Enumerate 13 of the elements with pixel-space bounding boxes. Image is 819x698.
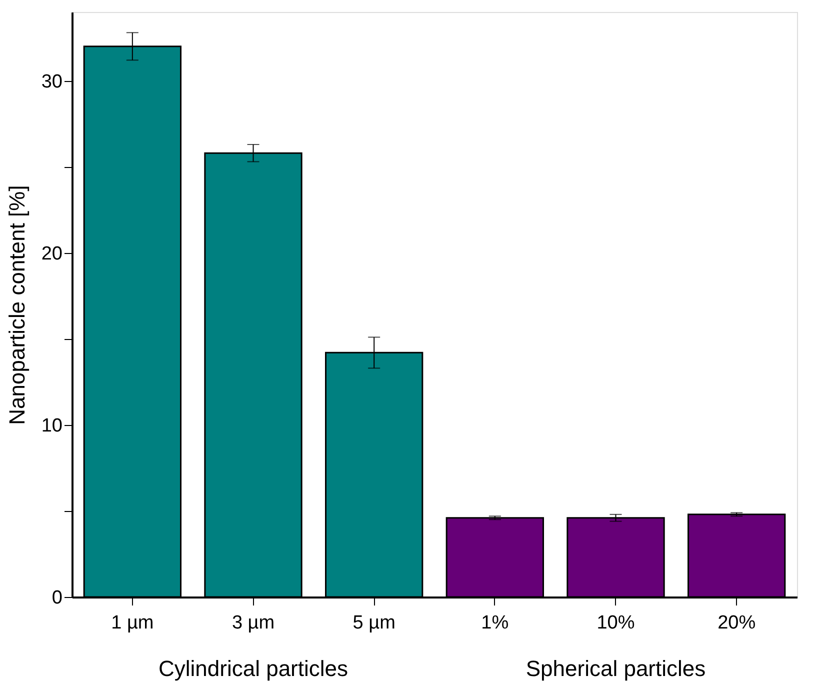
y-tick-label: 0: [52, 588, 62, 608]
y-axis-title: Nanoparticle content [%]: [4, 185, 30, 425]
x-tick-label: 1 µm: [111, 612, 154, 634]
text: Spherical particles: [526, 656, 706, 681]
y-tick-label: 10: [41, 415, 62, 436]
y-tick-label: 30: [41, 71, 62, 92]
x-tick-label: 1%: [481, 612, 509, 634]
x-tick-label: 20%: [718, 612, 756, 634]
x-tick-label: 3 µm: [232, 612, 275, 634]
x-tick-label: 5 µm: [352, 612, 396, 634]
text: Cylindrical particles: [158, 656, 348, 681]
x-tick-label: 10%: [596, 612, 635, 634]
y-tick-label: 20: [41, 243, 62, 264]
